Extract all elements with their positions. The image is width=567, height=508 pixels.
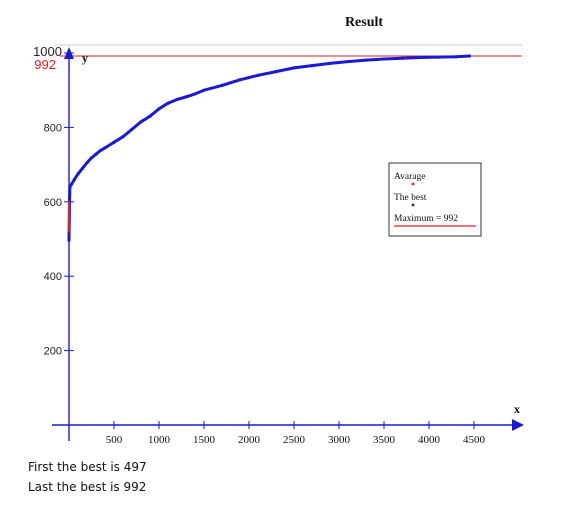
best-point: [346, 59, 350, 64]
best-point: [175, 97, 179, 102]
x-tick-label: 500: [106, 434, 123, 446]
best-point: [94, 152, 98, 156]
x-axis-label: x: [514, 402, 520, 416]
best-point: [72, 177, 76, 182]
average-point: [68, 215, 70, 218]
best-point: [166, 101, 170, 105]
axes: y x 500 1000 1500 2000 2500 3000 3500 4000 4500 200…: [33, 44, 524, 446]
best-point: [202, 88, 206, 92]
best-point: [80, 166, 85, 170]
best-point: [467, 54, 472, 58]
best-point: [220, 83, 224, 87]
legend-entry-1: Avarage: [394, 172, 425, 182]
y-tick-label: 1000: [33, 44, 62, 59]
x-tick-label: 3500: [373, 434, 396, 446]
legend-marker-1: [411, 182, 415, 186]
legend-entry-3: Maximum = 992: [394, 214, 458, 224]
best-point: [103, 146, 107, 150]
first-best-note: First the best is 497: [28, 460, 147, 474]
legend-marker-2: [411, 203, 415, 207]
best-point: [400, 56, 404, 60]
best-point: [184, 95, 188, 99]
best-point: [256, 73, 260, 77]
x-tick-label: 2500: [283, 434, 306, 446]
result-chart: Result y x 500 1000 1500 2000 2500 3000 3500 4000…: [33, 15, 524, 446]
best-point: [310, 64, 314, 68]
best-point: [364, 58, 368, 62]
best-point: [130, 127, 134, 131]
y-tick-label: 600: [44, 197, 62, 209]
x-tick-label: 1000: [148, 434, 171, 446]
y-tick-label: 800: [44, 122, 62, 134]
best-point: [436, 55, 440, 59]
best-point: [139, 120, 143, 124]
best-point: [418, 55, 422, 60]
best-point: [112, 140, 116, 144]
chart-title: Result: [345, 15, 383, 30]
best-point: [157, 107, 161, 111]
best-point: [85, 161, 89, 165]
series-layer: [67, 54, 472, 242]
best-point: [328, 61, 332, 66]
best-point: [121, 135, 125, 139]
y-tick-label: 400: [44, 271, 62, 283]
best-point: [454, 55, 458, 59]
y-axis-label: y: [82, 51, 88, 65]
legend-box: [388, 162, 482, 237]
best-point: [292, 66, 296, 70]
best-point: [76, 172, 80, 176]
average-point: [68, 230, 70, 233]
x-axis-arrow: [512, 419, 524, 431]
y-tick-label: 200: [44, 346, 62, 358]
best-point: [193, 92, 197, 96]
last-best-note: Last the best is 992: [28, 480, 147, 494]
average-point: [68, 200, 70, 203]
x-tick-label: 4000: [418, 434, 441, 446]
best-point: [67, 238, 71, 242]
best-point: [382, 57, 386, 61]
best-point: [238, 78, 242, 82]
x-tick-label: 4500: [463, 434, 486, 446]
legend-entry-2: The best: [394, 193, 427, 203]
maximum-tick-label: 992: [34, 57, 56, 72]
x-tick-label: 1500: [193, 434, 216, 446]
legend: Avarage The best Maximum = 992: [388, 162, 482, 237]
x-tick-label: 3000: [328, 434, 351, 446]
best-point: [274, 70, 278, 74]
best-point: [148, 114, 152, 118]
x-tick-label: 2000: [238, 434, 261, 446]
best-point: [98, 148, 103, 153]
best-point: [70, 182, 74, 186]
best-point: [68, 185, 72, 189]
best-point: [89, 156, 94, 160]
